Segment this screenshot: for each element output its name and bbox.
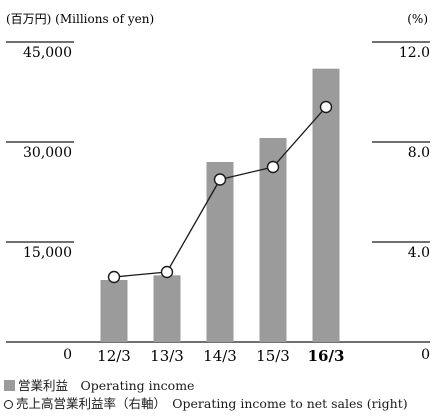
right-tick-label: 0 xyxy=(421,347,430,363)
category-label: 13/3 xyxy=(150,347,184,365)
legend-line-label: 売上高営業利益率（右軸） Operating income to net sal… xyxy=(16,396,408,411)
category-label: 12/3 xyxy=(97,347,131,365)
left-tick-label: 45,000 xyxy=(23,45,72,61)
category-label: 15/3 xyxy=(256,347,290,365)
line-point-13-3 xyxy=(160,265,174,279)
right-axis-ticks: 0 4.0 8.0 12.0 xyxy=(399,45,430,363)
right-tick-label: 12.0 xyxy=(399,45,430,61)
line-point-12-3 xyxy=(107,270,121,284)
legend-bar: 営業利益 Operating income xyxy=(4,378,194,394)
category-labels: 12/3 13/3 14/3 15/3 16/3 xyxy=(97,347,344,365)
left-axis-ticks: 0 15,000 30,000 45,000 xyxy=(23,45,72,363)
line-series xyxy=(107,100,333,284)
legend-line: 売上高営業利益率（右軸） Operating income to net sal… xyxy=(4,396,408,412)
bar-series xyxy=(100,68,340,343)
line-point-15-3 xyxy=(266,160,280,174)
right-axis-unit-label: (%) xyxy=(407,12,428,26)
left-tick-label: 0 xyxy=(63,347,72,363)
partial-title xyxy=(0,0,432,4)
category-label: 16/3 xyxy=(308,347,345,365)
right-tick-label: 8.0 xyxy=(408,145,430,161)
left-tick-label: 15,000 xyxy=(23,245,72,261)
left-axis-unit-label: (百万円) (Millions of yen) xyxy=(6,12,154,26)
right-tick-label: 4.0 xyxy=(408,245,430,261)
line-point-16-3 xyxy=(319,100,333,114)
legend-line-marker-icon xyxy=(4,400,13,409)
bar-12-3 xyxy=(100,280,128,342)
legend-bar-swatch xyxy=(4,380,15,391)
line-point-14-3 xyxy=(213,173,227,186)
bar-14-3 xyxy=(206,162,234,342)
bar-13-3 xyxy=(153,275,181,342)
category-label: 14/3 xyxy=(203,347,237,365)
bar-16-3 xyxy=(312,68,340,343)
legend-bar-label: 営業利益 Operating income xyxy=(18,378,195,393)
left-tick-label: 30,000 xyxy=(23,145,72,161)
